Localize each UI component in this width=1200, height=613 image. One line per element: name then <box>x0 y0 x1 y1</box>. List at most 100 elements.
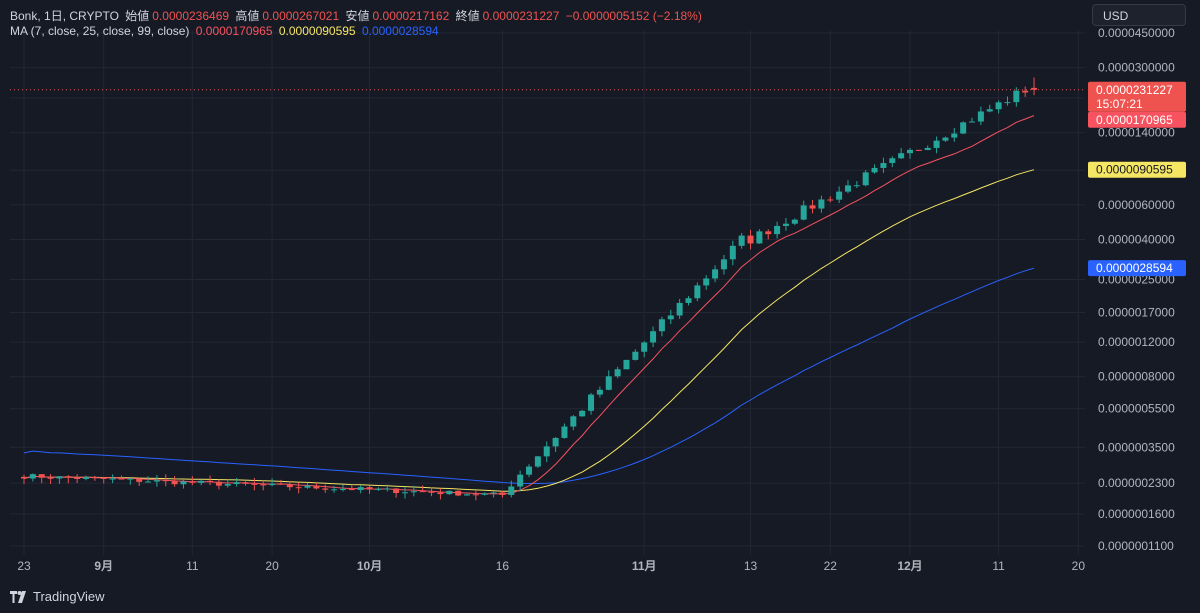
high-label: 高値 <box>235 9 260 23</box>
candle-body <box>623 359 630 370</box>
candle-body <box>915 149 922 151</box>
candle-body <box>641 342 648 352</box>
y-tick-label: 0.0000060000 <box>1098 198 1175 212</box>
candle-body <box>517 474 524 487</box>
candle-body <box>667 315 674 320</box>
candle-body <box>588 394 595 411</box>
candle-body <box>118 478 125 480</box>
candle-body <box>339 489 346 491</box>
candle-body <box>960 122 967 134</box>
price-label-ma25 <box>1088 161 1186 178</box>
x-tick-label: 11 <box>186 559 199 573</box>
candle-body <box>286 484 293 488</box>
candle-body <box>614 369 621 377</box>
candle-body <box>29 474 36 479</box>
y-tick-label: 0.0000001600 <box>1098 507 1175 521</box>
candles <box>21 77 1038 501</box>
currency-selector-button[interactable]: USD <box>1092 4 1186 26</box>
candle-body <box>596 389 603 395</box>
candle-body <box>472 494 479 496</box>
y-tick-label: 0.0000040000 <box>1098 232 1175 246</box>
candle-body <box>83 477 90 479</box>
y-tick-label: 0.0000003500 <box>1098 440 1175 454</box>
candle-body <box>198 480 205 483</box>
x-tick-label: 11月 <box>632 559 657 573</box>
candle-body <box>685 298 692 303</box>
ma99-line <box>23 267 1035 484</box>
ma25-line <box>23 169 1035 492</box>
x-tick-label: 11 <box>992 559 1005 573</box>
ohlc-legend: Bonk, 1日, CRYPTO 始値 0.0000236469 高値 0.0000… <box>10 7 705 24</box>
candle-body <box>499 492 506 495</box>
candle-body <box>1022 90 1029 93</box>
candle-body <box>207 480 214 482</box>
candle-body <box>791 219 798 224</box>
close-label: 終値 <box>455 9 480 23</box>
candle-body <box>171 480 178 485</box>
close-value: 0.0000231227 <box>482 9 560 23</box>
y-tick-label: 0.0000005500 <box>1098 402 1175 416</box>
candle-body <box>951 133 958 138</box>
candle-body <box>605 376 612 390</box>
candle-body <box>561 426 568 438</box>
x-tick-label: 20 <box>265 559 279 573</box>
candle-body <box>720 259 727 270</box>
candle-body <box>74 477 81 479</box>
change-value: −0.0000005152 (−2.18%) <box>565 9 702 23</box>
candle-body <box>774 225 781 235</box>
candle-body <box>145 481 152 483</box>
candle-body <box>986 109 993 112</box>
candle-body <box>738 235 745 246</box>
price-label-value: 0.0000231227 <box>1096 83 1173 97</box>
candle-body <box>782 223 789 226</box>
candle-body <box>331 489 338 491</box>
candle-body <box>907 149 913 154</box>
y-tick-label: 0.0000140000 <box>1098 126 1175 140</box>
candle-body <box>224 484 231 486</box>
candle-body <box>348 489 355 491</box>
ma-legend[interactable]: MA (7, close, 25, close, 99, close) 0.00… <box>10 24 442 38</box>
x-tick-label: 22 <box>824 559 838 573</box>
candle-body <box>534 456 541 467</box>
y-tick-label: 0.0000300000 <box>1098 61 1175 75</box>
candle-body <box>481 493 488 495</box>
candle-body <box>809 205 816 209</box>
candle-body <box>898 153 905 159</box>
candle-body <box>889 158 896 164</box>
candle-body <box>853 185 860 187</box>
candle-body <box>428 491 435 493</box>
candle-body <box>703 278 710 286</box>
high-value: 0.0000267021 <box>262 9 340 23</box>
x-tick-label: 9月 <box>94 559 113 573</box>
tradingview-logo-icon <box>10 590 26 603</box>
candle-body <box>694 285 701 299</box>
low-label: 安値 <box>345 9 370 23</box>
candle-body <box>827 199 834 201</box>
candle-body <box>552 437 559 447</box>
candle-body <box>47 477 54 479</box>
candle-body <box>969 121 976 123</box>
candle-body <box>1031 87 1038 90</box>
candle-body <box>189 481 196 483</box>
candle-body <box>162 480 169 482</box>
x-tick-label: 13 <box>744 559 758 573</box>
candle-body <box>924 147 931 151</box>
candle-body <box>570 416 577 427</box>
price-label-value: 0.0000170965 <box>1096 113 1173 127</box>
candle-body <box>180 481 187 485</box>
candle-body <box>410 491 417 493</box>
candle-body <box>109 478 116 480</box>
candle-body <box>942 137 949 141</box>
candle-body <box>995 102 1002 110</box>
candle-body <box>56 476 63 479</box>
candle-body <box>862 172 869 186</box>
tradingview-footer[interactable]: TradingView <box>10 589 105 604</box>
candle-body <box>322 488 329 490</box>
candle-body <box>800 205 807 220</box>
candle-body <box>871 167 878 173</box>
price-label-ma99 <box>1088 260 1186 277</box>
candle-body <box>375 488 382 490</box>
y-tick-label: 0.0000450000 <box>1098 26 1175 40</box>
candle-body <box>65 476 72 478</box>
